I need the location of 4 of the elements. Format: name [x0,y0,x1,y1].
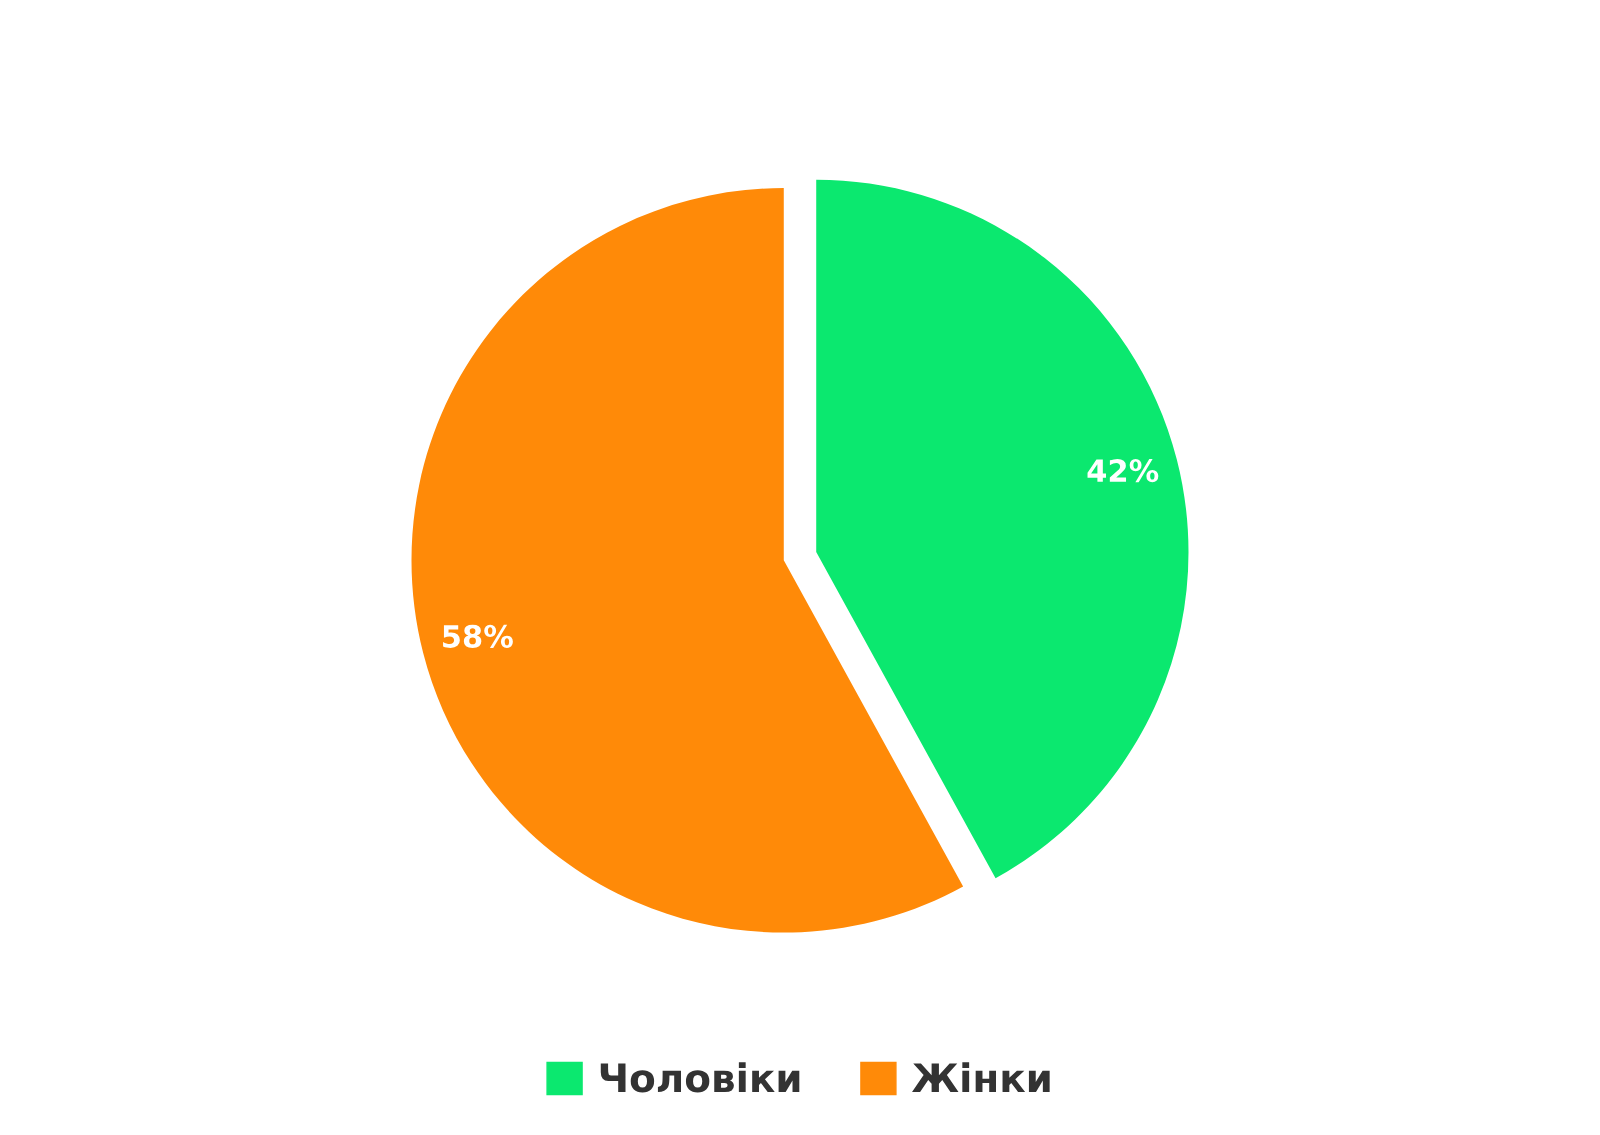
legend-label: Чоловіки [600,1062,800,1093]
data-label: 42% [1087,459,1159,483]
legend-label: Жінки [912,1062,1050,1092]
data-label: 58% [443,624,513,648]
